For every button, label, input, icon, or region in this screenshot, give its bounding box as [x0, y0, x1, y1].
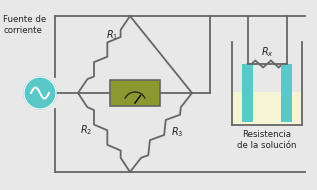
Circle shape [24, 77, 56, 109]
Text: $R_x$: $R_x$ [261, 45, 273, 59]
Text: Fuente de
corriente: Fuente de corriente [3, 15, 46, 36]
Text: $R_2$: $R_2$ [80, 123, 92, 137]
Bar [110, 80, 160, 106]
Text: Resistencia
de la solución: Resistencia de la solución [237, 130, 297, 150]
Bar [242, 64, 253, 122]
Bar [232, 92, 302, 125]
Text: $R_1$: $R_1$ [106, 28, 118, 42]
Bar [281, 64, 292, 122]
Text: $R_3$: $R_3$ [171, 125, 183, 139]
